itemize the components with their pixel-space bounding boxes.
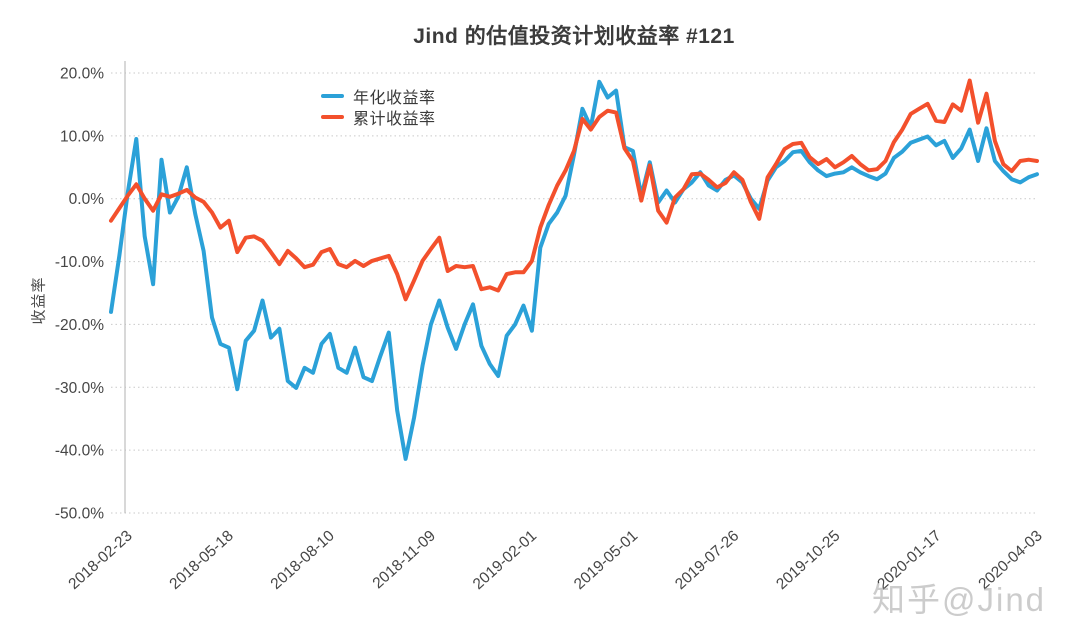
x-tick-label: 2018-02-23	[65, 527, 135, 593]
x-tick-label: 2019-07-26	[672, 527, 742, 593]
chart-legend: 年化收益率 累计收益率	[321, 85, 436, 128]
legend-swatch-cumulative	[321, 114, 344, 119]
y-tick-label: -10.0%	[55, 254, 104, 271]
y-tick-label: 20.0%	[60, 66, 104, 83]
y-tick-label: -40.0%	[55, 443, 104, 460]
x-tick-label: 2018-05-18	[166, 527, 236, 593]
y-axis-title: 收益率	[30, 276, 48, 325]
x-tick-label: 2018-11-09	[370, 527, 439, 592]
legend-label-cumulative: 累计收益率	[353, 110, 436, 128]
y-tick-label: 0.0%	[69, 191, 105, 208]
watermark-zhihu: 知乎@Jind	[872, 581, 1047, 618]
x-tick-label: 2019-10-25	[773, 527, 843, 593]
legend-label-annualized: 年化收益率	[353, 89, 436, 107]
legend-item-annualized: 年化收益率	[321, 85, 436, 107]
x-tick-label: 2019-05-01	[571, 527, 641, 593]
x-tick-label: 2018-08-10	[268, 527, 339, 593]
chart-title: Jind 的估值投资计划收益率 #121	[413, 25, 735, 48]
y-tick-label: -20.0%	[55, 317, 104, 334]
legend-item-cumulative: 累计收益率	[321, 106, 436, 128]
x-tick-label: 2019-02-01	[470, 527, 540, 593]
y-tick-label: -50.0%	[55, 506, 104, 523]
y-tick-label: 10.0%	[60, 128, 104, 145]
y-tick-label: -30.0%	[55, 380, 104, 397]
legend-swatch-annualized	[321, 93, 344, 98]
series-line-cumulative-return	[109, 78, 1039, 302]
